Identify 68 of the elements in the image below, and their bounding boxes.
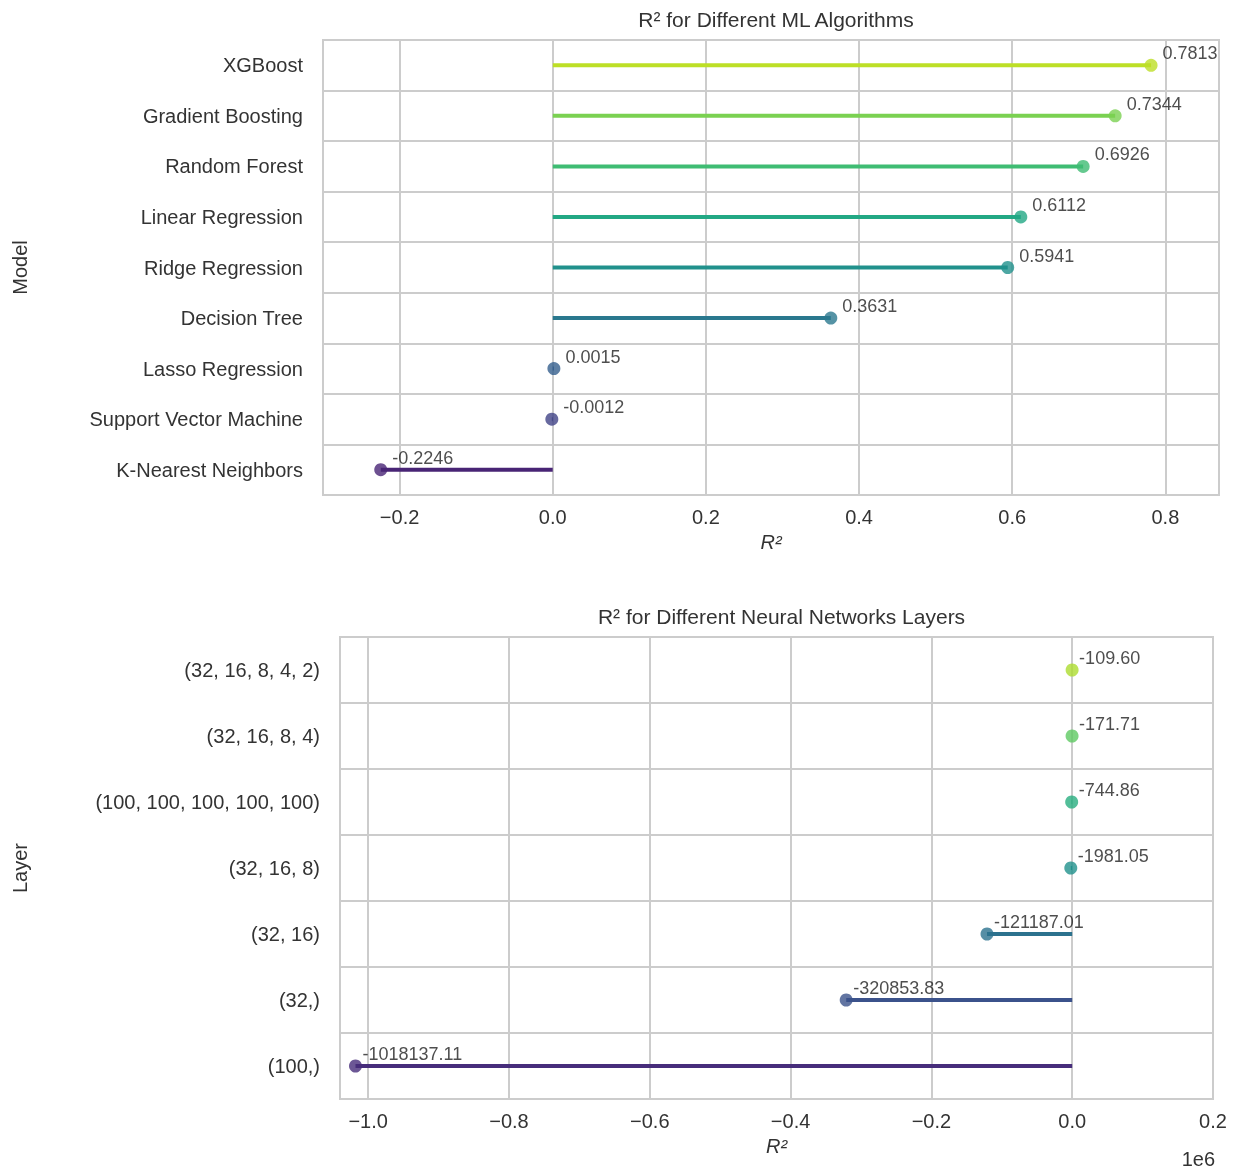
point (1065, 795, 1079, 809)
annotation: -121187.01 (994, 912, 1084, 932)
chart-title: R² for Different Neural Networks Layers (597, 605, 966, 628)
point (1065, 729, 1079, 743)
y-tick-label: Decision Tree (180, 307, 303, 330)
y-tick-label: Lasso Regression (142, 357, 303, 380)
x-tick-label: 0.0 (1058, 1110, 1087, 1132)
x-tick-label: 0.6 (998, 506, 1027, 528)
x-tick-label: −1.0 (348, 1110, 388, 1132)
annotation: -744.86 (1078, 780, 1140, 800)
point (1014, 210, 1028, 224)
data-label: 0.0015 (565, 346, 621, 367)
x-tick-label: −0.4 (770, 1110, 811, 1132)
point (547, 362, 561, 376)
x-tick-label: 0.0 (538, 506, 567, 528)
point (374, 463, 388, 477)
y-tick-label: Support Vector Machine (89, 408, 303, 431)
annotation: -1981.05 (1077, 846, 1149, 866)
point (349, 1059, 362, 1073)
x-tick-label: −0.2 (379, 506, 420, 528)
chart-title: R² for Different ML Algorithms (638, 8, 914, 31)
point (1001, 261, 1015, 274)
data-label: 0.7344 (1126, 93, 1182, 114)
x-tick-label: 0.8 (1151, 506, 1180, 528)
x-axis-title: R² (760, 530, 783, 553)
y-tick-label: (32, 16) (251, 923, 320, 945)
data-label: 0.7813 (1162, 43, 1218, 64)
x-tick-label: −0.8 (489, 1110, 529, 1132)
x-tick-label: −0.6 (630, 1110, 670, 1132)
data-label: -0.0012 (563, 397, 625, 418)
x-axis-title: R² (765, 1134, 789, 1157)
data-label: 0.5941 (1019, 245, 1075, 266)
y-tick-label: Random Forest (165, 155, 304, 178)
annotation: -109.60 (1079, 648, 1141, 668)
annotation: -1018137.11 (362, 1044, 463, 1064)
y-tick-label: Gradient Boosting (142, 104, 303, 127)
y-tick-label: (32, 16, 8, 4, 2) (184, 659, 320, 681)
x-tick-label: −0.2 (911, 1110, 952, 1132)
point (824, 311, 838, 325)
y-tick-label: (32,) (278, 989, 320, 1011)
data-label: 0.6112 (1032, 194, 1087, 215)
x-tick-label: 0.4 (845, 506, 873, 528)
x-tick-label: 0.2 (1199, 1110, 1227, 1132)
point (1144, 58, 1158, 72)
annotation: -171.71 (1079, 714, 1141, 734)
y-axis-title: Model (9, 240, 31, 295)
annotation: -320853.83 (853, 978, 945, 998)
data-label: -0.2246 (392, 447, 454, 468)
point (1076, 159, 1090, 173)
x-tick-label: 0.2 (692, 506, 720, 528)
data-label: 0.3631 (842, 296, 898, 317)
y-tick-label: Ridge Regression (144, 256, 303, 279)
y-tick-label: (32, 16, 8, 4) (206, 725, 320, 747)
point (1108, 109, 1122, 123)
y-tick-label: Linear Regression (140, 205, 303, 228)
point (1065, 663, 1079, 677)
point (1064, 861, 1078, 875)
data-label: 0.6926 (1094, 144, 1150, 165)
y-tick-label: (32, 16, 8) (228, 857, 320, 879)
y-axis-title: Layer (9, 842, 31, 894)
text: 1e6 (1181, 1148, 1216, 1170)
y-tick-label: XGBoost (222, 54, 304, 77)
y-tick-label: K-Nearest Neighbors (116, 458, 303, 481)
point (545, 412, 559, 426)
point (980, 927, 994, 941)
y-tick-label: (100, 100, 100, 100, 100) (95, 791, 320, 813)
y-tick-label: (100,) (267, 1055, 320, 1077)
point (839, 993, 853, 1007)
